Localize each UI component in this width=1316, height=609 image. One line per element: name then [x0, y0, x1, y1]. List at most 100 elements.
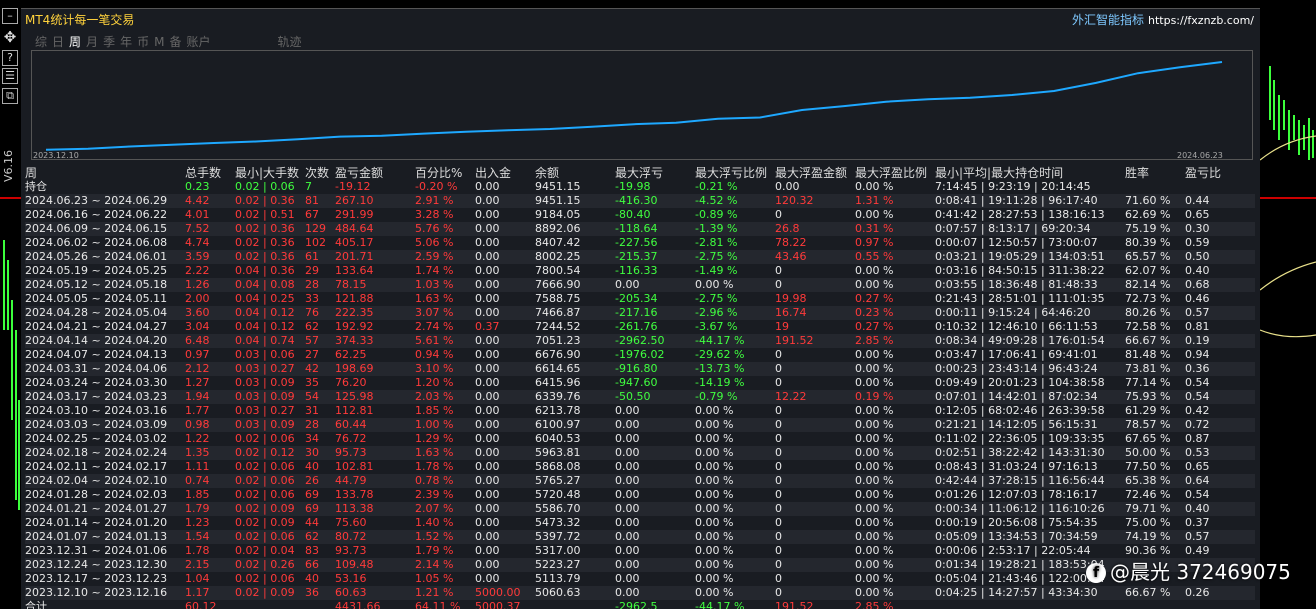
cell-col-4: 405.17 [335, 236, 374, 249]
cell-col-6: 0.37 [475, 320, 500, 333]
tab-9[interactable]: 账户 [186, 35, 211, 49]
tab-3[interactable]: 月 [86, 35, 99, 49]
cell-col-14: 0.49 [1185, 544, 1210, 557]
watermark: f @晨光 372469075 [1086, 556, 1291, 585]
candle-bar [11, 300, 13, 420]
candle-bar [15, 330, 17, 500]
cell-col-11: 0.00 % [855, 418, 894, 431]
cell-col-12: 0:21:43 | 28:51:01 | 111:01:35 [935, 292, 1105, 305]
cell-col-5: 5.76 % [415, 222, 454, 235]
cell-col-10: 0 [775, 208, 782, 221]
cell-col-14: 0.87 [1185, 432, 1210, 445]
cell-col-0: 2024.05.12 ~ 2024.05.18 [25, 278, 168, 291]
cell-col-1: 1.04 [185, 572, 210, 585]
tab-7[interactable]: M [154, 35, 165, 49]
restore-icon[interactable]: ⧉ [2, 88, 18, 104]
cell-col-2: 0.04 | 0.36 [235, 264, 295, 277]
cell-col-9: 0.00 % [695, 474, 734, 487]
cell-col-7: 8892.06 [535, 222, 581, 235]
cell-col-8: 0.00 [615, 572, 640, 585]
cell-col-6: 0.00 [475, 334, 500, 347]
cell-col-9: 0.00 % [695, 418, 734, 431]
cell-col-6: 0.00 [475, 418, 500, 431]
cell-col-13: 80.26 % [1125, 306, 1171, 319]
cell-col-1: 4.74 [185, 236, 210, 249]
tab-6[interactable]: 币 [137, 35, 150, 49]
tab-1[interactable]: 日 [52, 35, 65, 49]
cell-col-8: -227.56 [615, 236, 658, 249]
tab-5[interactable]: 年 [120, 35, 133, 49]
cell-col-10: 0 [775, 362, 782, 375]
cell-col-0: 2024.06.02 ~ 2024.06.08 [25, 236, 168, 249]
tab-0[interactable]: 综 [35, 35, 48, 49]
cell-col-3: 67 [305, 208, 319, 221]
cell-col-5: 3.28 % [415, 208, 454, 221]
cell-col-10: 0 [775, 460, 782, 473]
cell-col-0: 合计 [25, 600, 47, 609]
cell-col-10: 19 [775, 320, 789, 333]
cell-col-3: 81 [305, 194, 319, 207]
tab-8[interactable]: 备 [169, 35, 182, 49]
cell-col-7: 9451.15 [535, 180, 581, 193]
cell-col-4: 267.10 [335, 194, 374, 207]
minimize-icon[interactable]: – [2, 8, 18, 24]
cell-col-13: 72.73 % [1125, 292, 1171, 305]
cell-col-1: 0.23 [185, 180, 210, 193]
cell-col-0: 2024.06.23 ~ 2024.06.29 [25, 194, 168, 207]
cell-col-5: 1.74 % [415, 264, 454, 277]
candle-bar [3, 240, 5, 330]
cell-col-11: 0.19 % [855, 390, 894, 403]
cell-col-10: 0 [775, 586, 782, 599]
cell-col-12: 0:00:07 | 12:50:57 | 73:00:07 [935, 236, 1098, 249]
tab-4[interactable]: 季 [103, 35, 116, 49]
cell-col-9: -13.73 % [695, 362, 745, 375]
cell-col-11: 0.27 % [855, 320, 894, 333]
cell-col-9: 0.00 % [695, 530, 734, 543]
cell-col-14: 0.65 [1185, 460, 1210, 473]
cell-col-6: 0.00 [475, 460, 500, 473]
table-row: 2024.04.28 ~ 2024.05.04 3.60 0.04 | 0.12 76… [25, 306, 1255, 320]
cell-col-8: -2962.5 [615, 600, 658, 609]
cell-col-1: 6.48 [185, 334, 210, 347]
table-row: 2023.12.10 ~ 2023.12.16 1.17 0.02 | 0.09 36… [25, 586, 1255, 600]
cell-col-11: 0.00 % [855, 558, 894, 571]
table-icon[interactable]: ☰ [2, 68, 18, 84]
cell-col-8: -261.76 [615, 320, 658, 333]
cell-col-8: 0.00 [615, 418, 640, 431]
tab-2[interactable]: 周 [69, 35, 82, 49]
brand-url-link[interactable]: https://fxznzb.com/ [1147, 14, 1254, 27]
cell-col-11: 0.00 % [855, 278, 894, 291]
cell-col-6: 0.00 [475, 278, 500, 291]
cell-col-10: 0 [775, 544, 782, 557]
cell-col-5: 1.00 % [415, 418, 454, 431]
cell-col-5: 1.85 % [415, 404, 454, 417]
equity-curve-chart [31, 50, 1253, 160]
cell-col-11: 1.31 % [855, 194, 894, 207]
cell-col-6: 0.00 [475, 572, 500, 585]
cell-col-10: 0 [775, 530, 782, 543]
cell-col-12: 0:21:21 | 14:12:05 | 56:15:31 [935, 418, 1098, 431]
cell-col-9: -4.52 % [695, 194, 738, 207]
cell-col-5: 2.03 % [415, 390, 454, 403]
cell-col-1: 1.94 [185, 390, 210, 403]
cell-col-3: 62 [305, 530, 319, 543]
cell-col-11: 0.31 % [855, 222, 894, 235]
cell-col-1: 总手数 [185, 166, 222, 180]
table-row: 2023.12.24 ~ 2023.12.30 2.15 0.02 | 0.26 66… [25, 558, 1255, 572]
cell-col-11: 0.00 % [855, 446, 894, 459]
move-icon[interactable]: ✥ [3, 28, 17, 46]
cell-col-11: 0.00 % [855, 488, 894, 501]
cell-col-1: 1.27 [185, 376, 210, 389]
tab-10[interactable]: 轨迹 [277, 35, 302, 49]
cell-col-10: 120.32 [775, 194, 814, 207]
help-icon[interactable]: ? [2, 50, 18, 66]
cell-col-12: 0:41:42 | 28:27:53 | 138:16:13 [935, 208, 1105, 221]
cell-col-10: 0 [775, 418, 782, 431]
cell-col-10: 12.22 [775, 390, 807, 403]
cell-col-2: 0.02 | 0.36 [235, 236, 295, 249]
cell-col-11: 0.00 % [855, 474, 894, 487]
cell-col-1: 1.11 [185, 460, 210, 473]
cell-col-10: 0 [775, 264, 782, 277]
cell-col-5: 0.78 % [415, 474, 454, 487]
cell-col-5: 2.14 % [415, 558, 454, 571]
